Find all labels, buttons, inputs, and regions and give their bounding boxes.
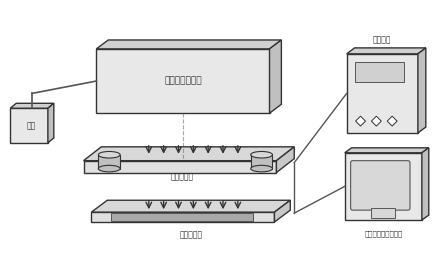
Text: 线性传感器: 线性传感器 xyxy=(179,230,202,239)
Text: 微流控芯片: 微流控芯片 xyxy=(171,173,194,182)
Polygon shape xyxy=(92,212,274,222)
Polygon shape xyxy=(355,116,366,126)
Ellipse shape xyxy=(251,151,273,158)
Text: 数据处理及控制单元: 数据处理及控制单元 xyxy=(364,230,402,236)
Ellipse shape xyxy=(98,151,120,158)
Polygon shape xyxy=(98,155,120,169)
Polygon shape xyxy=(345,148,429,153)
Polygon shape xyxy=(274,200,290,222)
Text: 高压电源: 高压电源 xyxy=(373,35,392,44)
FancyBboxPatch shape xyxy=(350,161,410,210)
FancyBboxPatch shape xyxy=(354,62,404,81)
Polygon shape xyxy=(97,49,270,113)
Polygon shape xyxy=(347,54,418,133)
Polygon shape xyxy=(10,108,48,143)
Polygon shape xyxy=(371,116,381,126)
Ellipse shape xyxy=(251,165,273,172)
Polygon shape xyxy=(48,103,54,143)
Polygon shape xyxy=(92,200,290,212)
Polygon shape xyxy=(97,40,281,49)
Polygon shape xyxy=(10,103,54,108)
Polygon shape xyxy=(347,48,426,54)
FancyBboxPatch shape xyxy=(111,213,253,221)
Polygon shape xyxy=(371,208,395,218)
Polygon shape xyxy=(345,153,422,220)
Polygon shape xyxy=(418,48,426,133)
Ellipse shape xyxy=(98,165,120,172)
Polygon shape xyxy=(276,147,294,173)
Text: 光源: 光源 xyxy=(26,121,36,130)
Polygon shape xyxy=(270,40,281,113)
Polygon shape xyxy=(84,161,276,173)
Polygon shape xyxy=(251,155,273,169)
Text: 线性光源转换器: 线性光源转换器 xyxy=(164,76,202,86)
Polygon shape xyxy=(84,147,294,161)
Polygon shape xyxy=(422,148,429,220)
Polygon shape xyxy=(387,116,397,126)
